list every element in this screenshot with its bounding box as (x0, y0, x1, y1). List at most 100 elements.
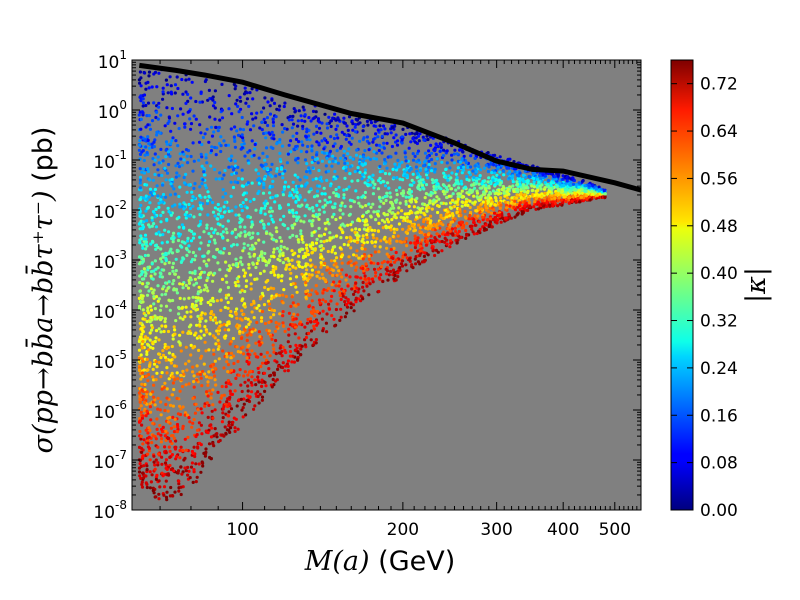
scatter-point (293, 222, 297, 226)
scatter-point (345, 161, 350, 165)
scatter-point (431, 191, 435, 195)
scatter-point (153, 272, 157, 276)
scatter-point (281, 361, 285, 365)
scatter-point (206, 289, 210, 293)
scatter-point (151, 421, 155, 425)
scatter-point (411, 158, 416, 162)
scatter-point (421, 178, 425, 182)
scatter-point (250, 181, 254, 185)
scatter-point (184, 101, 188, 105)
scatter-point (451, 192, 455, 196)
scatter-point (392, 246, 396, 250)
scatter-point (140, 485, 145, 489)
scatter-point (389, 195, 393, 199)
scatter-point (447, 194, 451, 198)
scatter-point (435, 195, 439, 199)
scatter-point (337, 269, 341, 273)
scatter-point (385, 191, 389, 195)
scatter-point (265, 201, 269, 205)
scatter-point (463, 203, 467, 207)
scatter-point (229, 426, 233, 430)
scatter-point (244, 413, 248, 417)
scatter-point (161, 349, 165, 353)
scatter-point (344, 303, 349, 307)
scatter-point (413, 140, 418, 144)
scatter-point (141, 329, 145, 333)
scatter-point (203, 195, 207, 199)
scatter-point (281, 261, 285, 265)
scatter-point (455, 176, 459, 180)
scatter-point (172, 187, 176, 191)
scatter-point (400, 240, 404, 244)
scatter-point (265, 116, 269, 120)
scatter-point (394, 188, 399, 192)
scatter-point (314, 124, 319, 128)
scatter-point (411, 172, 415, 176)
scatter-point (221, 349, 225, 353)
scatter-point (434, 185, 438, 189)
scatter-point (408, 220, 412, 224)
scatter-point (229, 180, 233, 184)
scatter-point (247, 252, 251, 256)
scatter-point (358, 219, 362, 223)
scatter-point (430, 246, 434, 250)
scatter-point (537, 197, 541, 201)
scatter-point (266, 299, 271, 303)
scatter-point (200, 164, 204, 168)
scatter-point (194, 308, 198, 312)
scatter-point (209, 392, 213, 396)
scatter-point (141, 442, 145, 446)
scatter-point (163, 434, 167, 438)
scatter-point (371, 173, 375, 177)
scatter-point (338, 226, 342, 230)
scatter-point (322, 151, 326, 155)
scatter-point (296, 156, 300, 160)
scatter-point (243, 370, 247, 374)
scatter-point (320, 244, 324, 248)
scatter-point (173, 328, 177, 332)
scatter-point (192, 114, 196, 118)
scatter-point (247, 266, 251, 270)
scatter-point (313, 310, 317, 314)
scatter-point (288, 349, 293, 354)
scatter-point (445, 238, 449, 242)
scatter-point (507, 166, 511, 170)
scatter-point (340, 275, 344, 279)
scatter-point (361, 214, 365, 218)
scatter-point (331, 154, 335, 158)
scatter-point (138, 300, 143, 304)
scatter-point (339, 236, 343, 240)
scatter-point (300, 119, 304, 123)
scatter-point (157, 230, 161, 234)
scatter-point (223, 168, 227, 173)
scatter-point (282, 223, 287, 227)
scatter-point (538, 174, 542, 178)
scatter-point (141, 196, 145, 200)
scatter-point (181, 369, 185, 373)
scatter-point (139, 272, 144, 276)
scatter-point (460, 189, 464, 193)
scatter-point (153, 70, 158, 74)
scatter-point (269, 214, 273, 218)
scatter-point (265, 328, 269, 332)
scatter-point (397, 165, 401, 169)
scatter-point (243, 230, 247, 234)
scatter-point (147, 74, 151, 78)
scatter-point (295, 290, 299, 294)
scatter-point (507, 212, 511, 216)
scatter-point (376, 135, 380, 139)
scatter-point (231, 168, 236, 172)
scatter-point (356, 179, 360, 183)
scatter-point (312, 195, 317, 199)
scatter-point (349, 223, 353, 227)
scatter-point (197, 224, 201, 228)
scatter-point (234, 417, 238, 421)
scatter-point (314, 338, 318, 342)
scatter-point (427, 149, 431, 153)
scatter-point (213, 359, 217, 363)
scatter-point (271, 195, 275, 200)
scatter-point (155, 427, 159, 431)
scatter-point (262, 206, 267, 210)
scatter-point (186, 465, 190, 469)
scatter-point (246, 352, 250, 356)
